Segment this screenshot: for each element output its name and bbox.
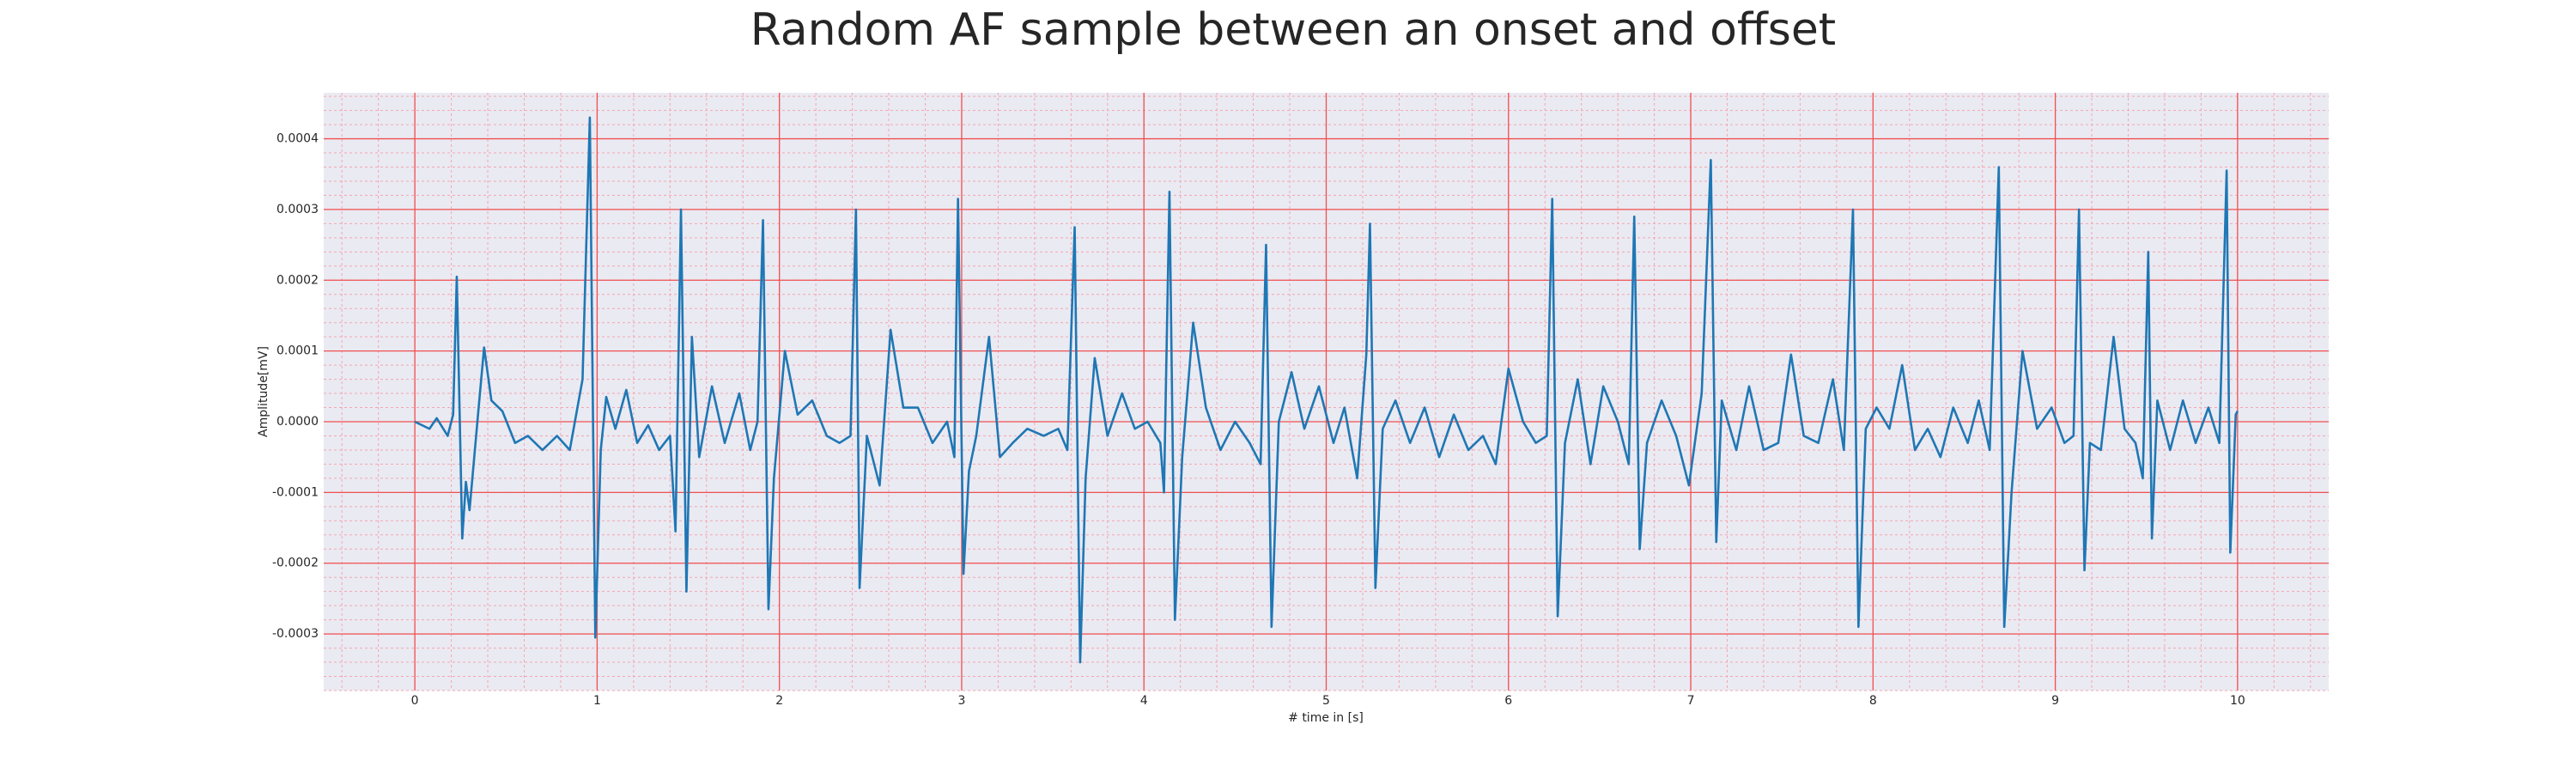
y-tick-label: -0.0001 bbox=[272, 485, 319, 499]
x-tick-label: 6 bbox=[1504, 694, 1512, 708]
x-tick-label: 0 bbox=[411, 694, 419, 708]
x-tick-label: 1 bbox=[593, 694, 601, 708]
x-tick-label: 5 bbox=[1322, 694, 1330, 708]
plot bbox=[414, 116, 2239, 664]
signal-line bbox=[414, 116, 2239, 664]
x-tick-label: 10 bbox=[2230, 694, 2245, 708]
x-tick-label: 2 bbox=[775, 694, 783, 708]
y-tick-label: 0.0001 bbox=[276, 344, 319, 358]
y-tick-label: 0.0002 bbox=[276, 273, 319, 287]
y-tick-label: 0.0004 bbox=[276, 132, 319, 146]
y-tick-label: -0.0003 bbox=[272, 627, 319, 641]
x-axis-label: # time in [s] bbox=[1288, 711, 1364, 725]
y-axis-label: Amplitude[mV] bbox=[257, 346, 270, 437]
x-tick-label: 8 bbox=[1869, 694, 1877, 708]
grid bbox=[324, 93, 2329, 691]
y-tick-label: 0.0003 bbox=[276, 203, 319, 216]
y-tick-label: -0.0002 bbox=[272, 557, 319, 570]
x-tick-label: 9 bbox=[2051, 694, 2059, 708]
x-tick-label: 3 bbox=[957, 694, 965, 708]
chart-title: Random AF sample between an onset and of… bbox=[750, 4, 1836, 56]
y-tick-label: 0.0000 bbox=[276, 415, 319, 429]
x-tick-label: 4 bbox=[1140, 694, 1148, 708]
x-tick-label: 7 bbox=[1687, 694, 1695, 708]
